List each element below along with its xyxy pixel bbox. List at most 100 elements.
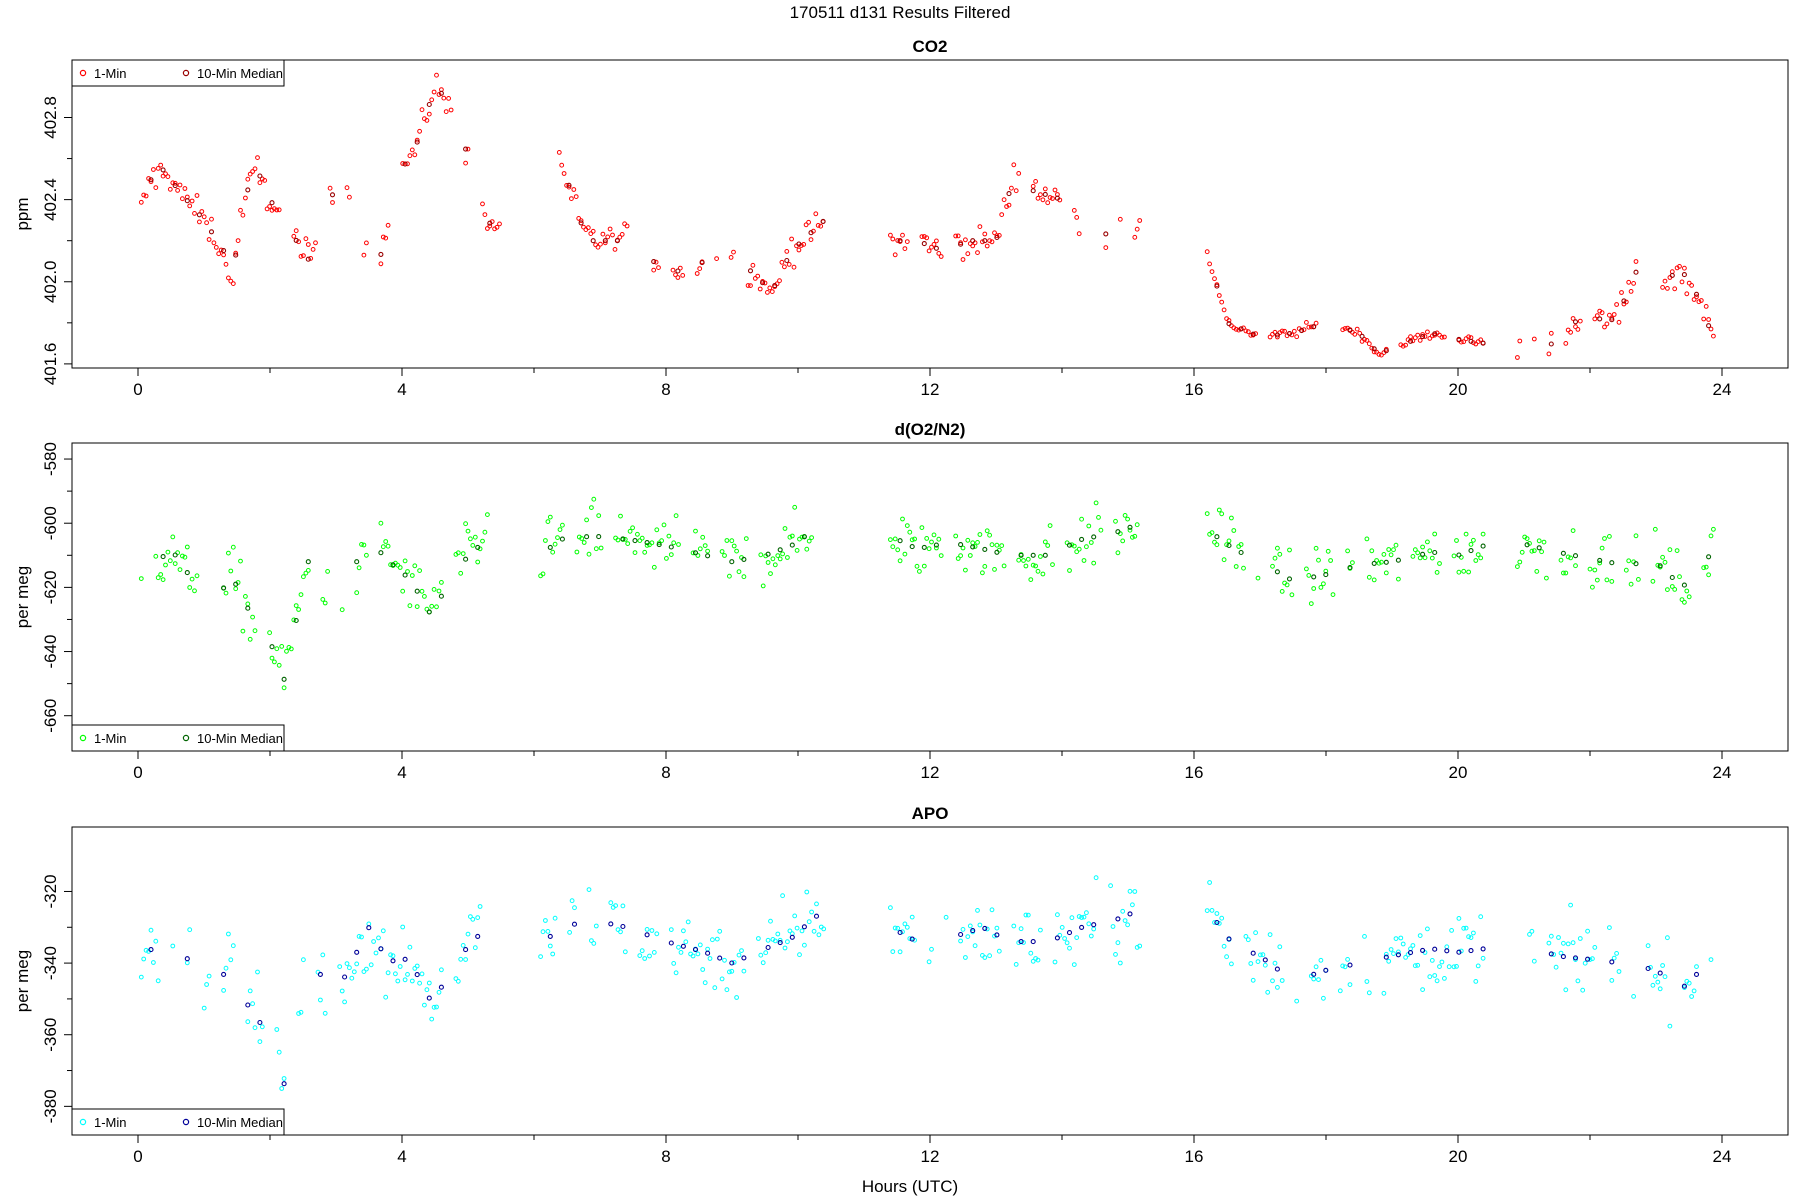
- point-1min: [1233, 564, 1239, 569]
- point-1min: [182, 554, 188, 560]
- point-1min: [888, 905, 893, 911]
- legend-box: [71, 59, 285, 87]
- point-1min: [760, 583, 766, 589]
- point-10min-median: [269, 200, 275, 206]
- y-tick-label: -660: [41, 699, 60, 733]
- point-1min: [1652, 973, 1658, 979]
- point-1min: [1701, 565, 1707, 571]
- point-1min: [1582, 960, 1588, 966]
- point-10min-median: [1395, 557, 1401, 563]
- point-1min: [1706, 572, 1711, 578]
- point-10min-median: [994, 549, 1000, 555]
- point-1min: [1279, 978, 1285, 983]
- point-1min: [1115, 940, 1121, 946]
- point-1min: [775, 553, 781, 558]
- point-1min: [1079, 915, 1084, 920]
- point-1min: [1475, 963, 1481, 969]
- x-tick-label: 20: [1449, 1147, 1468, 1166]
- point-1min: [1013, 962, 1019, 967]
- point-1min: [1652, 526, 1658, 532]
- point-10min-median: [1456, 949, 1462, 955]
- point-1min: [734, 548, 739, 554]
- point-1min: [1684, 588, 1690, 594]
- point-1min: [661, 522, 667, 528]
- point-1min: [291, 233, 297, 239]
- point-1min: [1425, 926, 1430, 932]
- point-10min-median: [801, 534, 807, 540]
- point-1min: [804, 889, 810, 895]
- point-1min: [1415, 962, 1421, 968]
- point-1min: [1628, 581, 1634, 587]
- point-1min: [1345, 548, 1350, 554]
- point-10min-median: [1347, 564, 1353, 571]
- point-1min: [1667, 1023, 1673, 1029]
- point-1min: [383, 539, 389, 544]
- point-1min: [1577, 318, 1583, 324]
- point-1min: [1468, 542, 1474, 547]
- point-1min: [1120, 538, 1126, 544]
- point-10min-median: [784, 257, 790, 264]
- point-1min: [1241, 565, 1246, 571]
- point-1min: [632, 550, 638, 555]
- point-10min-median: [1432, 331, 1438, 337]
- point-1min: [694, 271, 700, 276]
- point-1min: [1374, 558, 1379, 563]
- point-1min: [1064, 940, 1070, 946]
- point-1min: [465, 146, 471, 152]
- point-10min-median: [547, 933, 553, 939]
- point-1min: [897, 949, 903, 955]
- point-1min: [581, 224, 586, 230]
- point-10min-median: [1066, 542, 1073, 548]
- point-10min-median: [1383, 559, 1389, 565]
- point-10min-median: [1407, 338, 1414, 344]
- point-1min: [1137, 943, 1143, 949]
- point-10min-median: [1274, 966, 1280, 972]
- point-10min-median: [329, 192, 336, 198]
- point-1min: [1616, 319, 1622, 325]
- point-1min: [1272, 960, 1278, 966]
- point-1min: [977, 532, 983, 537]
- x-tick-label: 16: [1185, 1147, 1204, 1166]
- point-10min-median: [1657, 563, 1663, 569]
- point-1min: [184, 960, 190, 966]
- y-axis-label: per meg: [13, 566, 32, 628]
- point-1min: [1672, 286, 1678, 292]
- point-1min: [455, 550, 461, 556]
- point-1min: [736, 569, 742, 575]
- point-1min: [1703, 564, 1709, 570]
- point-1min: [1311, 976, 1317, 982]
- point-1min: [540, 929, 546, 935]
- point-10min-median: [789, 542, 795, 548]
- point-10min-median: [245, 605, 251, 611]
- point-1min: [1655, 979, 1661, 985]
- point-1min: [407, 603, 413, 609]
- point-10min-median: [414, 972, 420, 978]
- point-1min: [1226, 318, 1232, 323]
- point-1min: [892, 925, 898, 931]
- point-1min: [550, 951, 556, 957]
- point-1min: [989, 542, 995, 548]
- point-1min: [1052, 187, 1058, 193]
- point-1min: [1708, 957, 1714, 962]
- point-1min: [982, 564, 988, 569]
- point-1min: [1238, 542, 1244, 547]
- point-1min: [622, 949, 628, 955]
- point-1min: [339, 607, 345, 613]
- point-1min: [359, 934, 364, 940]
- point-1min: [1059, 925, 1065, 930]
- point-1min: [1306, 324, 1312, 330]
- point-10min-median: [160, 554, 166, 560]
- point-1min: [780, 551, 785, 557]
- point-1min: [405, 161, 410, 167]
- point-1min: [364, 966, 369, 972]
- point-1min: [1006, 202, 1012, 208]
- point-1min: [651, 564, 657, 570]
- point-1min: [349, 975, 355, 981]
- point-1min: [274, 207, 280, 213]
- point-1min: [787, 534, 793, 540]
- series-10min-median: [148, 90, 1712, 354]
- point-1min: [351, 969, 357, 975]
- point-10min-median: [1030, 188, 1036, 194]
- point-1min: [194, 193, 200, 198]
- point-10min-median: [675, 268, 681, 274]
